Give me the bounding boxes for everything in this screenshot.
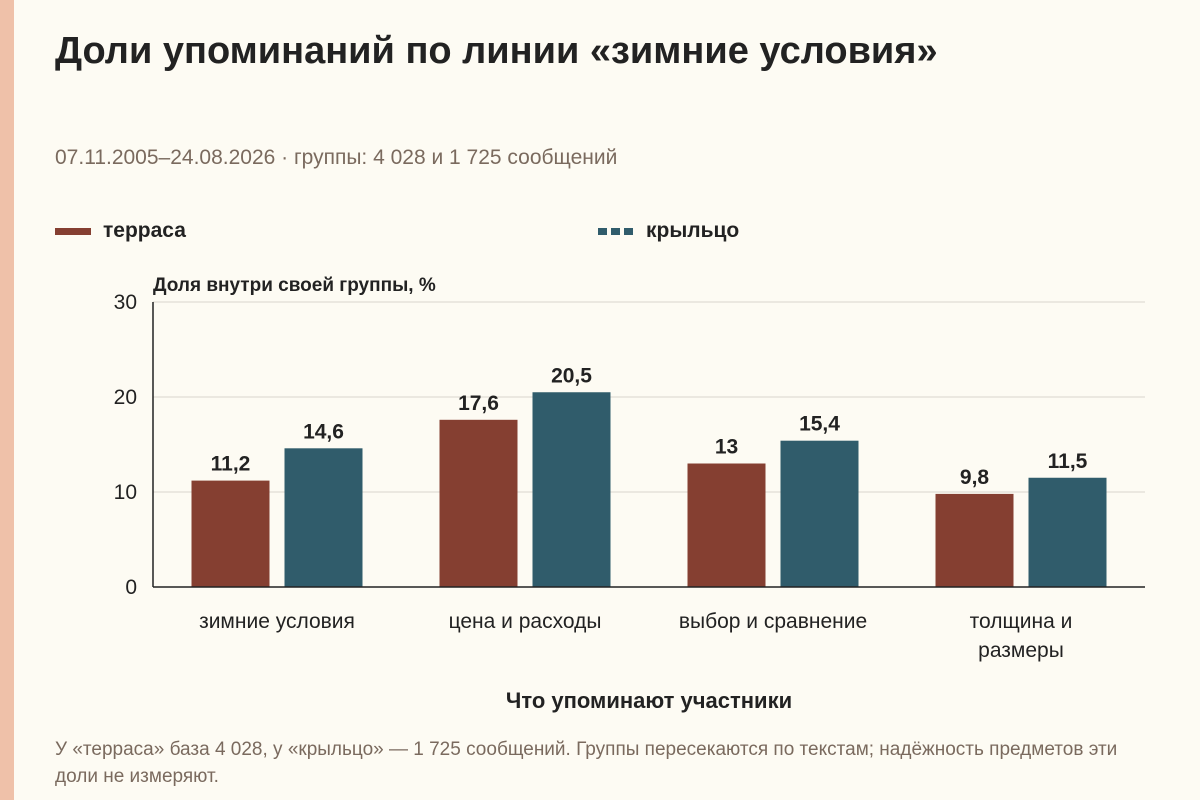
data-label: 13 bbox=[715, 436, 738, 459]
bar-porch bbox=[532, 392, 611, 587]
data-label: 17,6 bbox=[458, 392, 499, 415]
y-tick-label: 10 bbox=[114, 481, 137, 504]
legend-item-terrace: терраса bbox=[55, 219, 186, 243]
data-label: 9,8 bbox=[960, 466, 990, 489]
legend-swatch-porch bbox=[598, 227, 634, 235]
y-axis-label: Доля внутри своей группы, % bbox=[153, 275, 436, 296]
data-label: 11,2 bbox=[211, 453, 251, 476]
bar-terrace bbox=[439, 419, 518, 587]
chart-title: Доли упоминаний по линии «зимние условия… bbox=[55, 30, 938, 72]
data-label: 20,5 bbox=[551, 364, 592, 387]
y-tick-label: 0 bbox=[125, 576, 137, 599]
legend-swatch-terrace bbox=[55, 227, 91, 235]
data-label: 14,6 bbox=[303, 420, 344, 443]
x-tick-label: толщина и bbox=[970, 610, 1073, 633]
legend-label-porch: крыльцо bbox=[646, 219, 740, 242]
x-tick-label: зимние условия bbox=[199, 610, 355, 633]
data-label: 15,4 bbox=[799, 413, 840, 436]
bar-porch bbox=[284, 448, 363, 587]
bar-porch bbox=[1028, 477, 1107, 587]
bar-porch bbox=[780, 440, 859, 587]
left-accent-bar bbox=[0, 0, 14, 800]
chart-subtitle: 07.11.2005–24.08.2026 · группы: 4 028 и … bbox=[55, 146, 618, 169]
x-tick-label: выбор и сравнение bbox=[679, 610, 867, 633]
y-tick-label: 20 bbox=[114, 386, 137, 409]
bar-terrace bbox=[191, 480, 270, 587]
y-tick-label: 30 bbox=[114, 291, 137, 314]
bar-terrace bbox=[935, 493, 1014, 587]
x-tick-label: цена и расходы bbox=[449, 610, 602, 633]
legend-item-porch: крыльцо bbox=[598, 219, 739, 243]
x-axis-label: Что упоминают участники bbox=[506, 688, 792, 713]
bar-terrace bbox=[687, 463, 766, 587]
x-tick-label: размеры bbox=[978, 639, 1064, 662]
chart-footnote: У «терраса» база 4 028, у «крыльцо» — 1 … bbox=[55, 739, 1118, 787]
bar-chart: 0 10 20 30 Доля внутри своей группы, % 11,2 14… bbox=[114, 275, 1145, 713]
data-label: 11,5 bbox=[1048, 450, 1088, 473]
legend-label-terrace: терраса bbox=[103, 219, 186, 242]
